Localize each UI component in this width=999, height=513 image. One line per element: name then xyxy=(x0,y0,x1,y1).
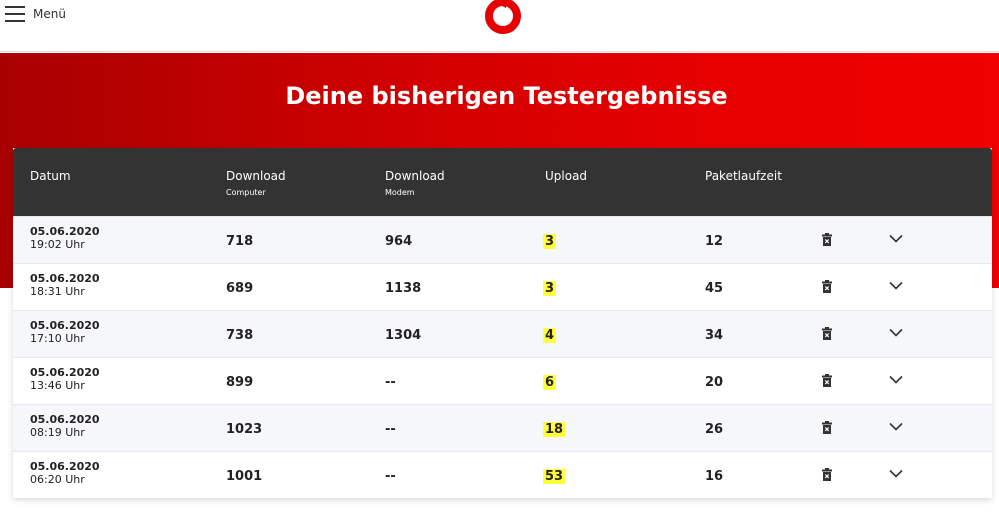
download-computer-value: 689 xyxy=(226,281,254,296)
download-modem-value: -- xyxy=(385,375,396,390)
table-row: 05.06.2020 08:19 Uhr 1023 -- 18 26 xyxy=(13,404,992,451)
column-header-upload: Upload xyxy=(545,169,588,183)
chevron-down-icon[interactable] xyxy=(889,234,903,243)
delete-icon[interactable] xyxy=(822,280,832,293)
download-modem-value: 1138 xyxy=(385,281,422,296)
latency-value: 16 xyxy=(705,469,724,484)
upload-value: 53 xyxy=(543,469,566,484)
download-computer-value: 899 xyxy=(226,375,254,390)
delete-icon[interactable] xyxy=(822,327,832,340)
download-computer-value: 1001 xyxy=(226,469,263,484)
download-modem-value: -- xyxy=(385,422,396,437)
upload-value: 18 xyxy=(543,422,566,437)
date-cell: 05.06.2020 18:31 Uhr xyxy=(30,272,100,298)
column-header-download-computer: Download Computer xyxy=(226,169,286,197)
vodafone-logo[interactable] xyxy=(482,0,524,36)
delete-icon[interactable] xyxy=(822,374,832,387)
download-modem-value: 964 xyxy=(385,234,413,249)
chevron-down-icon[interactable] xyxy=(889,281,903,290)
chevron-down-icon[interactable] xyxy=(889,469,903,478)
table-row: 05.06.2020 19:02 Uhr 718 964 3 12 xyxy=(13,216,992,263)
upload-value: 6 xyxy=(543,375,557,390)
download-computer-value: 738 xyxy=(226,328,254,343)
latency-value: 45 xyxy=(705,281,724,296)
download-computer-value: 1023 xyxy=(226,422,263,437)
upload-value: 3 xyxy=(543,281,557,296)
page-title: Deine bisherigen Testergebnisse xyxy=(285,82,728,110)
delete-icon[interactable] xyxy=(822,233,832,246)
date-cell: 05.06.2020 06:20 Uhr xyxy=(30,460,100,486)
top-bar: Menü xyxy=(0,0,999,52)
chevron-down-icon[interactable] xyxy=(889,375,903,384)
download-modem-value: 1304 xyxy=(385,328,422,343)
column-header-download-modem: Download Modem xyxy=(385,169,445,197)
menu-button[interactable]: Menü xyxy=(5,6,66,22)
delete-icon[interactable] xyxy=(822,421,832,434)
column-header-date: Datum xyxy=(30,169,71,183)
hamburger-icon xyxy=(5,6,25,22)
table-row: 05.06.2020 18:31 Uhr 689 1138 3 45 xyxy=(13,263,992,310)
chevron-down-icon[interactable] xyxy=(889,422,903,431)
table-row: 05.06.2020 06:20 Uhr 1001 -- 53 16 xyxy=(13,451,992,498)
date-cell: 05.06.2020 08:19 Uhr xyxy=(30,413,100,439)
upload-value: 4 xyxy=(543,328,557,343)
menu-label: Menü xyxy=(33,7,66,21)
table-header: Datum Download Computer Download Modem Upl… xyxy=(13,148,992,216)
date-cell: 05.06.2020 17:10 Uhr xyxy=(30,319,100,345)
latency-value: 26 xyxy=(705,422,724,437)
latency-value: 20 xyxy=(705,375,724,390)
table-row: 05.06.2020 13:46 Uhr 899 -- 6 20 xyxy=(13,357,992,404)
latency-value: 12 xyxy=(705,234,724,249)
date-cell: 05.06.2020 13:46 Uhr xyxy=(30,366,100,392)
delete-icon[interactable] xyxy=(822,468,832,481)
upload-value: 3 xyxy=(543,234,557,249)
download-computer-value: 718 xyxy=(226,234,254,249)
download-modem-value: -- xyxy=(385,469,396,484)
date-cell: 05.06.2020 19:02 Uhr xyxy=(30,225,100,251)
column-header-latency: Paketlaufzeit xyxy=(705,169,782,183)
table-row: 05.06.2020 17:10 Uhr 738 1304 4 34 xyxy=(13,310,992,357)
latency-value: 34 xyxy=(705,328,724,343)
chevron-down-icon[interactable] xyxy=(889,328,903,337)
results-table: Datum Download Computer Download Modem Upl… xyxy=(13,148,992,498)
